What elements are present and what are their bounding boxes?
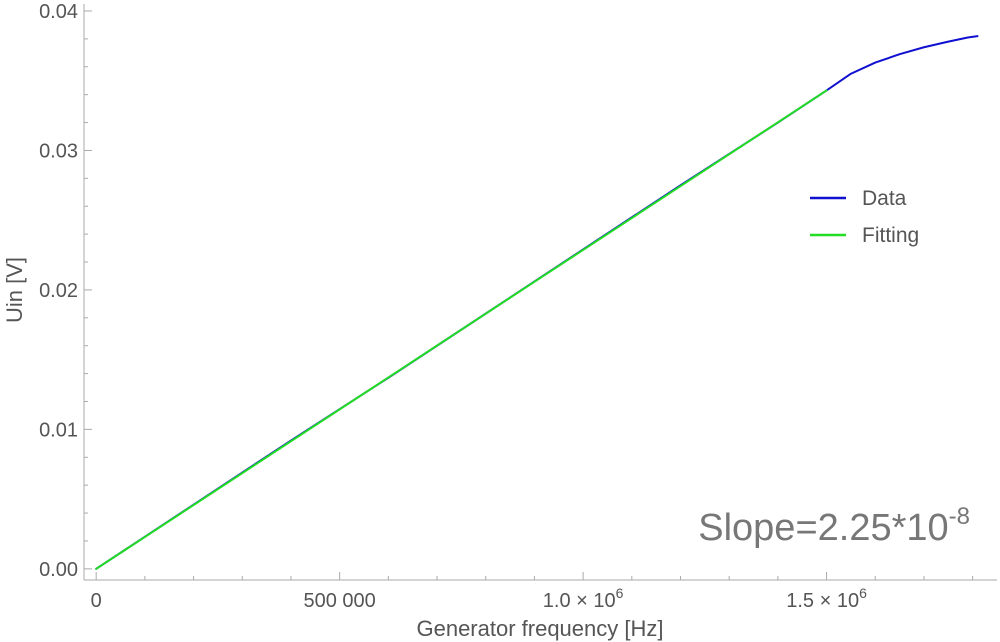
y-axis-title: Uin [V] (2, 257, 27, 323)
x-tick-mantissa: 1.0 × 10 (543, 590, 616, 612)
slope-annotation-text: Slope=2.25*10 (698, 507, 948, 549)
y-tick-label: 0.02 (39, 280, 78, 302)
x-tick-label: 1.5 × 106 (786, 585, 867, 612)
legend: Data Fitting (810, 187, 919, 247)
y-tick-label: 0.00 (39, 559, 78, 581)
x-tick-label: 1.0 × 106 (543, 585, 624, 612)
series-line-data (95, 35, 979, 570)
slope-annotation: Slope=2.25*10-8 (698, 503, 970, 549)
x-tick-label: 500 000 (303, 590, 375, 612)
slope-annotation-exponent: -8 (949, 503, 970, 530)
x-tick-exponent: 6 (616, 585, 624, 601)
series-layer (95, 35, 979, 570)
legend-label: Data (862, 187, 907, 210)
x-axis: 0 500 000 1.0 × 106 1.5 × 106 (91, 572, 974, 612)
y-axis: 0.00 0.01 0.02 0.03 0.04 (39, 1, 92, 581)
y-tick-label: 0.04 (39, 1, 78, 23)
x-axis-title: Generator frequency [Hz] (416, 616, 663, 641)
y-tick-label: 0.01 (39, 419, 78, 441)
x-tick-exponent: 6 (859, 585, 867, 601)
x-tick-label: 0 (91, 590, 102, 612)
y-tick-label: 0.03 (39, 140, 78, 162)
x-tick-mantissa: 1.5 × 10 (786, 590, 859, 612)
plot-frame (83, 4, 997, 581)
legend-label: Fitting (862, 224, 919, 247)
series-line-fitting (95, 89, 828, 570)
